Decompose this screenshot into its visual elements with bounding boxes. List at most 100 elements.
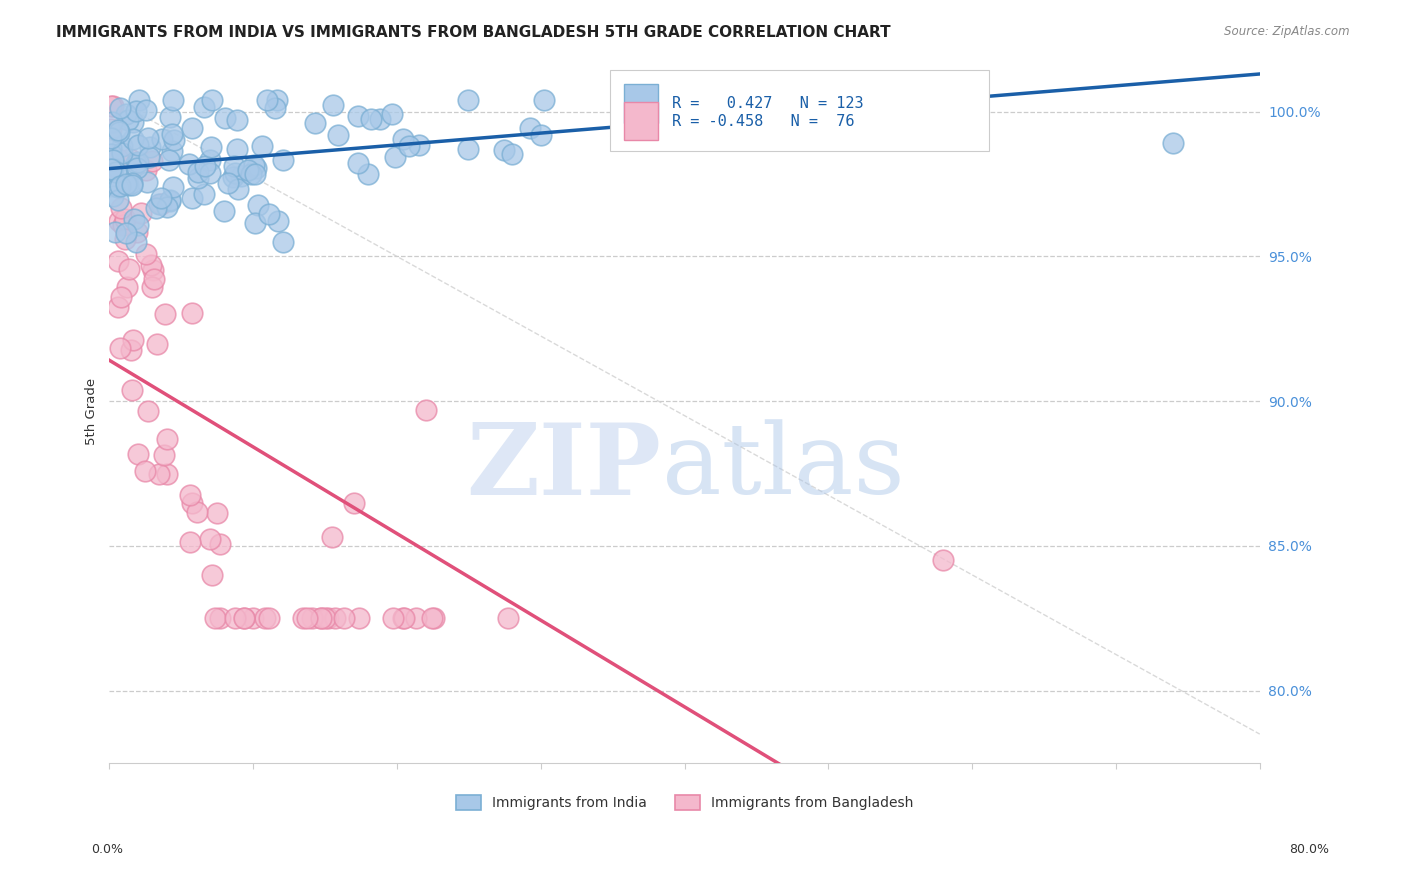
Point (107, 161, 129, 176)
Text: IMMIGRANTS FROM INDIA VS IMMIGRANTS FROM BANGLADESH 5TH GRADE CORRELATION CHART: IMMIGRANTS FROM INDIA VS IMMIGRANTS FROM… (56, 25, 891, 40)
Point (257, 207, 280, 221)
Point (101, 115, 124, 129)
Point (135, 175, 157, 189)
Point (273, 153, 295, 168)
Point (533, 93, 555, 107)
Point (153, 307, 176, 321)
Text: 80.0%: 80.0% (1289, 843, 1329, 856)
Point (291, 611, 314, 625)
Point (247, 198, 270, 212)
Point (143, 272, 166, 286)
Point (117, 262, 139, 277)
Point (226, 181, 249, 195)
Point (114, 212, 136, 227)
Point (644, 120, 666, 135)
Point (115, 279, 138, 293)
Point (156, 467, 179, 481)
FancyBboxPatch shape (624, 102, 658, 141)
Point (295, 611, 318, 625)
Point (135, 246, 157, 260)
Point (100, 178, 122, 193)
Point (457, 142, 479, 156)
Point (314, 611, 336, 625)
Point (273, 235, 295, 249)
Point (115, 178, 138, 192)
Point (111, 139, 134, 153)
Point (304, 116, 326, 130)
Point (104, 225, 127, 239)
Point (101, 161, 124, 176)
Point (384, 150, 406, 164)
Point (250, 139, 273, 153)
Point (181, 306, 204, 320)
Point (759, 111, 782, 125)
Point (108, 214, 131, 228)
Point (343, 495, 366, 509)
Point (159, 193, 181, 207)
Point (201, 93, 224, 107)
Point (127, 161, 149, 176)
Point (382, 611, 405, 625)
Point (120, 343, 142, 357)
Point (408, 137, 430, 152)
Point (100, 146, 122, 161)
Point (145, 201, 167, 215)
Point (156, 200, 179, 214)
Point (105, 165, 128, 179)
Point (405, 611, 427, 625)
Point (180, 496, 202, 510)
Point (107, 253, 129, 268)
Point (392, 611, 415, 625)
Point (357, 167, 380, 181)
Point (160, 127, 183, 141)
Point (186, 505, 208, 519)
Point (101, 99, 124, 113)
Point (127, 218, 149, 232)
Point (159, 194, 181, 208)
Point (163, 133, 186, 147)
Point (153, 448, 176, 462)
Point (1163, 136, 1185, 150)
Point (420, 611, 443, 625)
Point (398, 139, 420, 153)
Point (222, 159, 245, 173)
Point (311, 611, 333, 625)
Point (187, 170, 209, 185)
Point (256, 93, 278, 107)
Point (148, 467, 170, 481)
Point (626, 114, 648, 128)
Point (107, 180, 129, 194)
Point (301, 611, 323, 625)
Point (243, 167, 266, 181)
Point (309, 611, 332, 625)
Text: R = -0.458   N =  76: R = -0.458 N = 76 (672, 113, 855, 128)
Point (122, 114, 145, 128)
Point (127, 154, 149, 169)
Point (121, 132, 143, 146)
Point (115, 107, 138, 121)
Point (125, 155, 148, 169)
Point (117, 112, 139, 127)
Point (100, 99, 122, 113)
Point (347, 156, 370, 170)
Point (229, 169, 252, 184)
Point (179, 535, 201, 549)
Point (100, 162, 122, 177)
Point (117, 178, 139, 193)
Legend: Immigrants from India, Immigrants from Bangladesh: Immigrants from India, Immigrants from B… (450, 790, 918, 816)
Point (110, 178, 132, 193)
Point (107, 300, 129, 314)
Point (134, 464, 156, 478)
Point (135, 103, 157, 117)
Point (323, 611, 346, 625)
Point (162, 179, 184, 194)
Point (326, 128, 349, 143)
Point (114, 232, 136, 246)
Point (360, 112, 382, 127)
Point (108, 342, 131, 356)
Text: atlas: atlas (662, 420, 904, 516)
Point (501, 146, 523, 161)
Point (662, 93, 685, 107)
Point (208, 537, 231, 551)
Point (136, 130, 159, 145)
